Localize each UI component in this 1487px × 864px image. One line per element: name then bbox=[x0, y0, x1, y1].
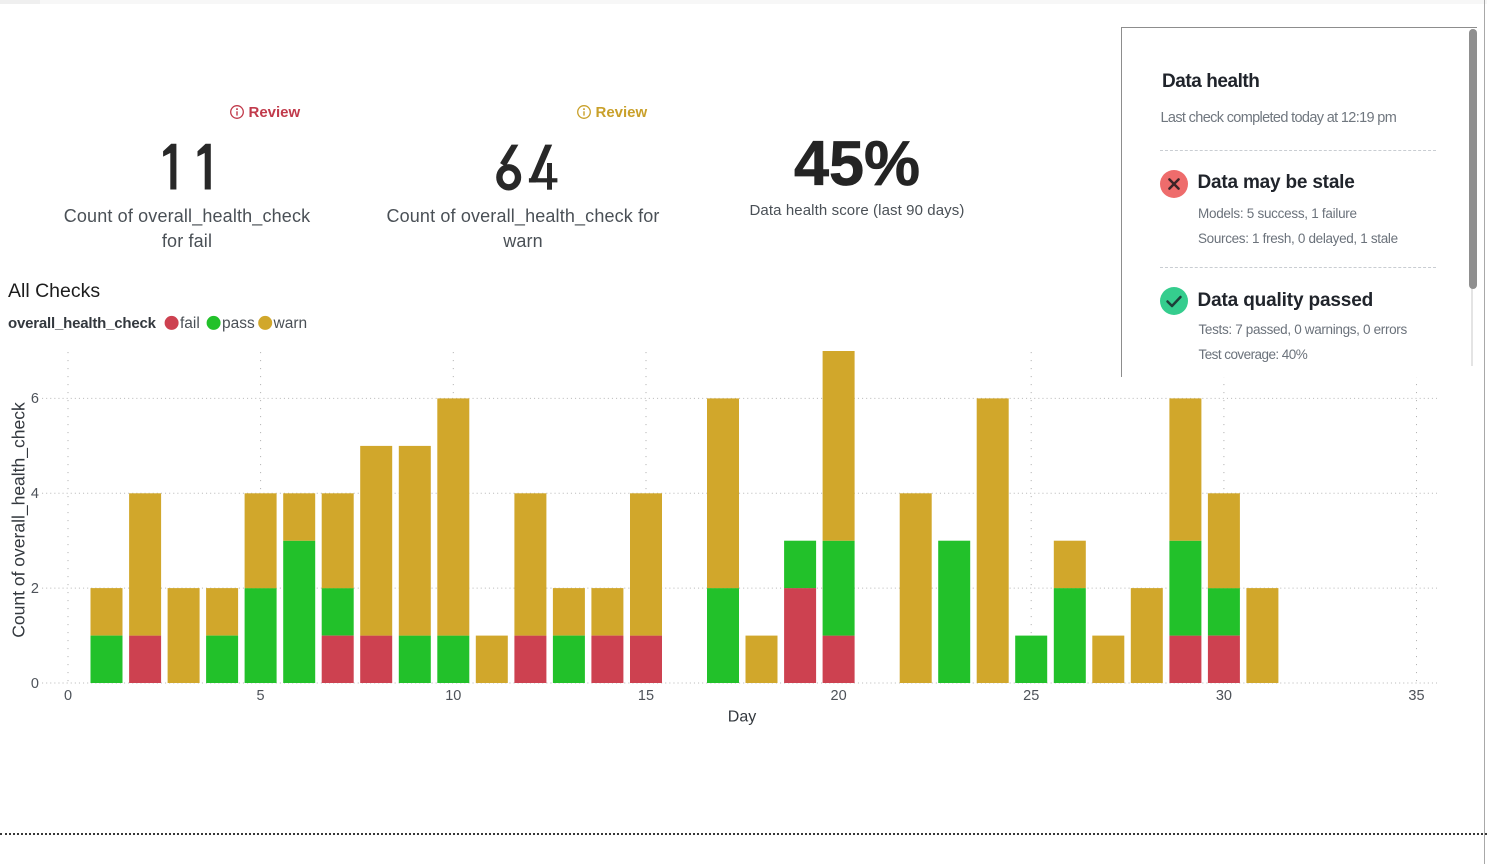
svg-text:Day: Day bbox=[728, 709, 756, 726]
svg-text:20: 20 bbox=[831, 688, 847, 704]
svg-text:6: 6 bbox=[31, 391, 39, 407]
svg-text:2: 2 bbox=[31, 581, 39, 597]
svg-text:30: 30 bbox=[1216, 688, 1232, 704]
svg-text:25: 25 bbox=[1023, 688, 1039, 704]
svg-text:15: 15 bbox=[638, 688, 654, 704]
svg-text:4: 4 bbox=[31, 486, 39, 502]
svg-text:0: 0 bbox=[64, 688, 72, 704]
svg-text:35: 35 bbox=[1408, 688, 1424, 704]
svg-text:5: 5 bbox=[257, 688, 265, 704]
svg-text:10: 10 bbox=[445, 688, 461, 704]
svg-text:0: 0 bbox=[31, 676, 39, 692]
svg-text:Count of overall_health_check: Count of overall_health_check bbox=[9, 402, 30, 638]
